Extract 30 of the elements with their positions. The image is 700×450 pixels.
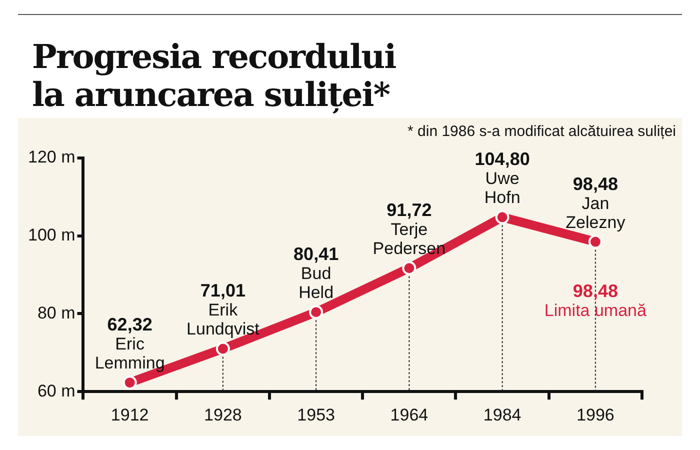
annotation: Bud Held bbox=[298, 264, 334, 302]
annotation: Eric Lemming bbox=[94, 334, 165, 373]
annotation: 98,48 Limita umană bbox=[544, 280, 647, 320]
data-label: 71,01 bbox=[200, 280, 246, 301]
point bbox=[216, 342, 230, 356]
y-tick-label: 120 m bbox=[28, 148, 76, 167]
data-label: 91,72 bbox=[386, 200, 432, 220]
x-tick-label: 1984 bbox=[483, 405, 522, 424]
point bbox=[402, 261, 416, 276]
data-label: 104,80 bbox=[474, 149, 530, 170]
text: * din 1986 s-a modificat alcătuirea suliței bbox=[408, 123, 676, 140]
data-label: 80,41 bbox=[294, 244, 339, 264]
data-label: 98,48 bbox=[572, 174, 618, 194]
point bbox=[309, 305, 324, 320]
y-tick-label: 60 m bbox=[37, 381, 76, 400]
annotation: Erik Lundqvist bbox=[186, 300, 260, 339]
x-tick-label: 1912 bbox=[110, 405, 149, 424]
chart-title: Progresia recordului la aruncarea suliței* bbox=[32, 37, 396, 114]
x-tick-label: 1964 bbox=[390, 405, 428, 424]
y-tick-label: 80 m bbox=[37, 303, 76, 322]
point bbox=[122, 376, 137, 390]
annotation: Jan Zelezny bbox=[566, 194, 626, 232]
y-tick-label: 100 m bbox=[28, 226, 76, 245]
annotation: Uwe Hofn bbox=[484, 169, 520, 208]
data-label: 62,32 bbox=[107, 314, 152, 335]
point bbox=[588, 234, 602, 249]
x-tick-label: 1996 bbox=[576, 405, 614, 424]
x-tick-label: 1953 bbox=[297, 405, 335, 424]
point bbox=[495, 210, 510, 224]
x-tick-label: 1928 bbox=[204, 405, 242, 424]
